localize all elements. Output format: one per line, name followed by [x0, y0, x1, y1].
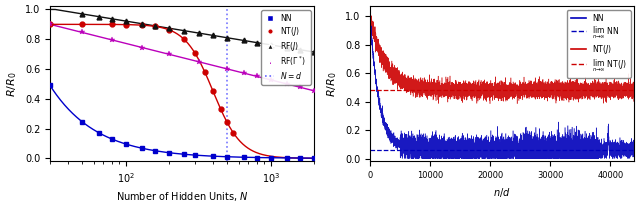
Legend: NN, NT($J$), RF($J$), RF($\Gamma^*$), $N=d$: NN, NT($J$), RF($J$), RF($\Gamma^*$), $N…: [261, 10, 310, 85]
X-axis label: $n/d$: $n/d$: [493, 186, 511, 199]
Legend: NN, $\lim_{n \to \infty}$ NN, NT($J$), $\lim_{n \to \infty}$ NT($J$): NN, $\lim_{n \to \infty}$ NN, NT($J$), $…: [567, 10, 630, 78]
X-axis label: Number of Hidden Units, $N$: Number of Hidden Units, $N$: [116, 190, 248, 203]
Y-axis label: $R/R_0$: $R/R_0$: [6, 71, 19, 97]
Y-axis label: $R/R_0$: $R/R_0$: [326, 71, 339, 97]
